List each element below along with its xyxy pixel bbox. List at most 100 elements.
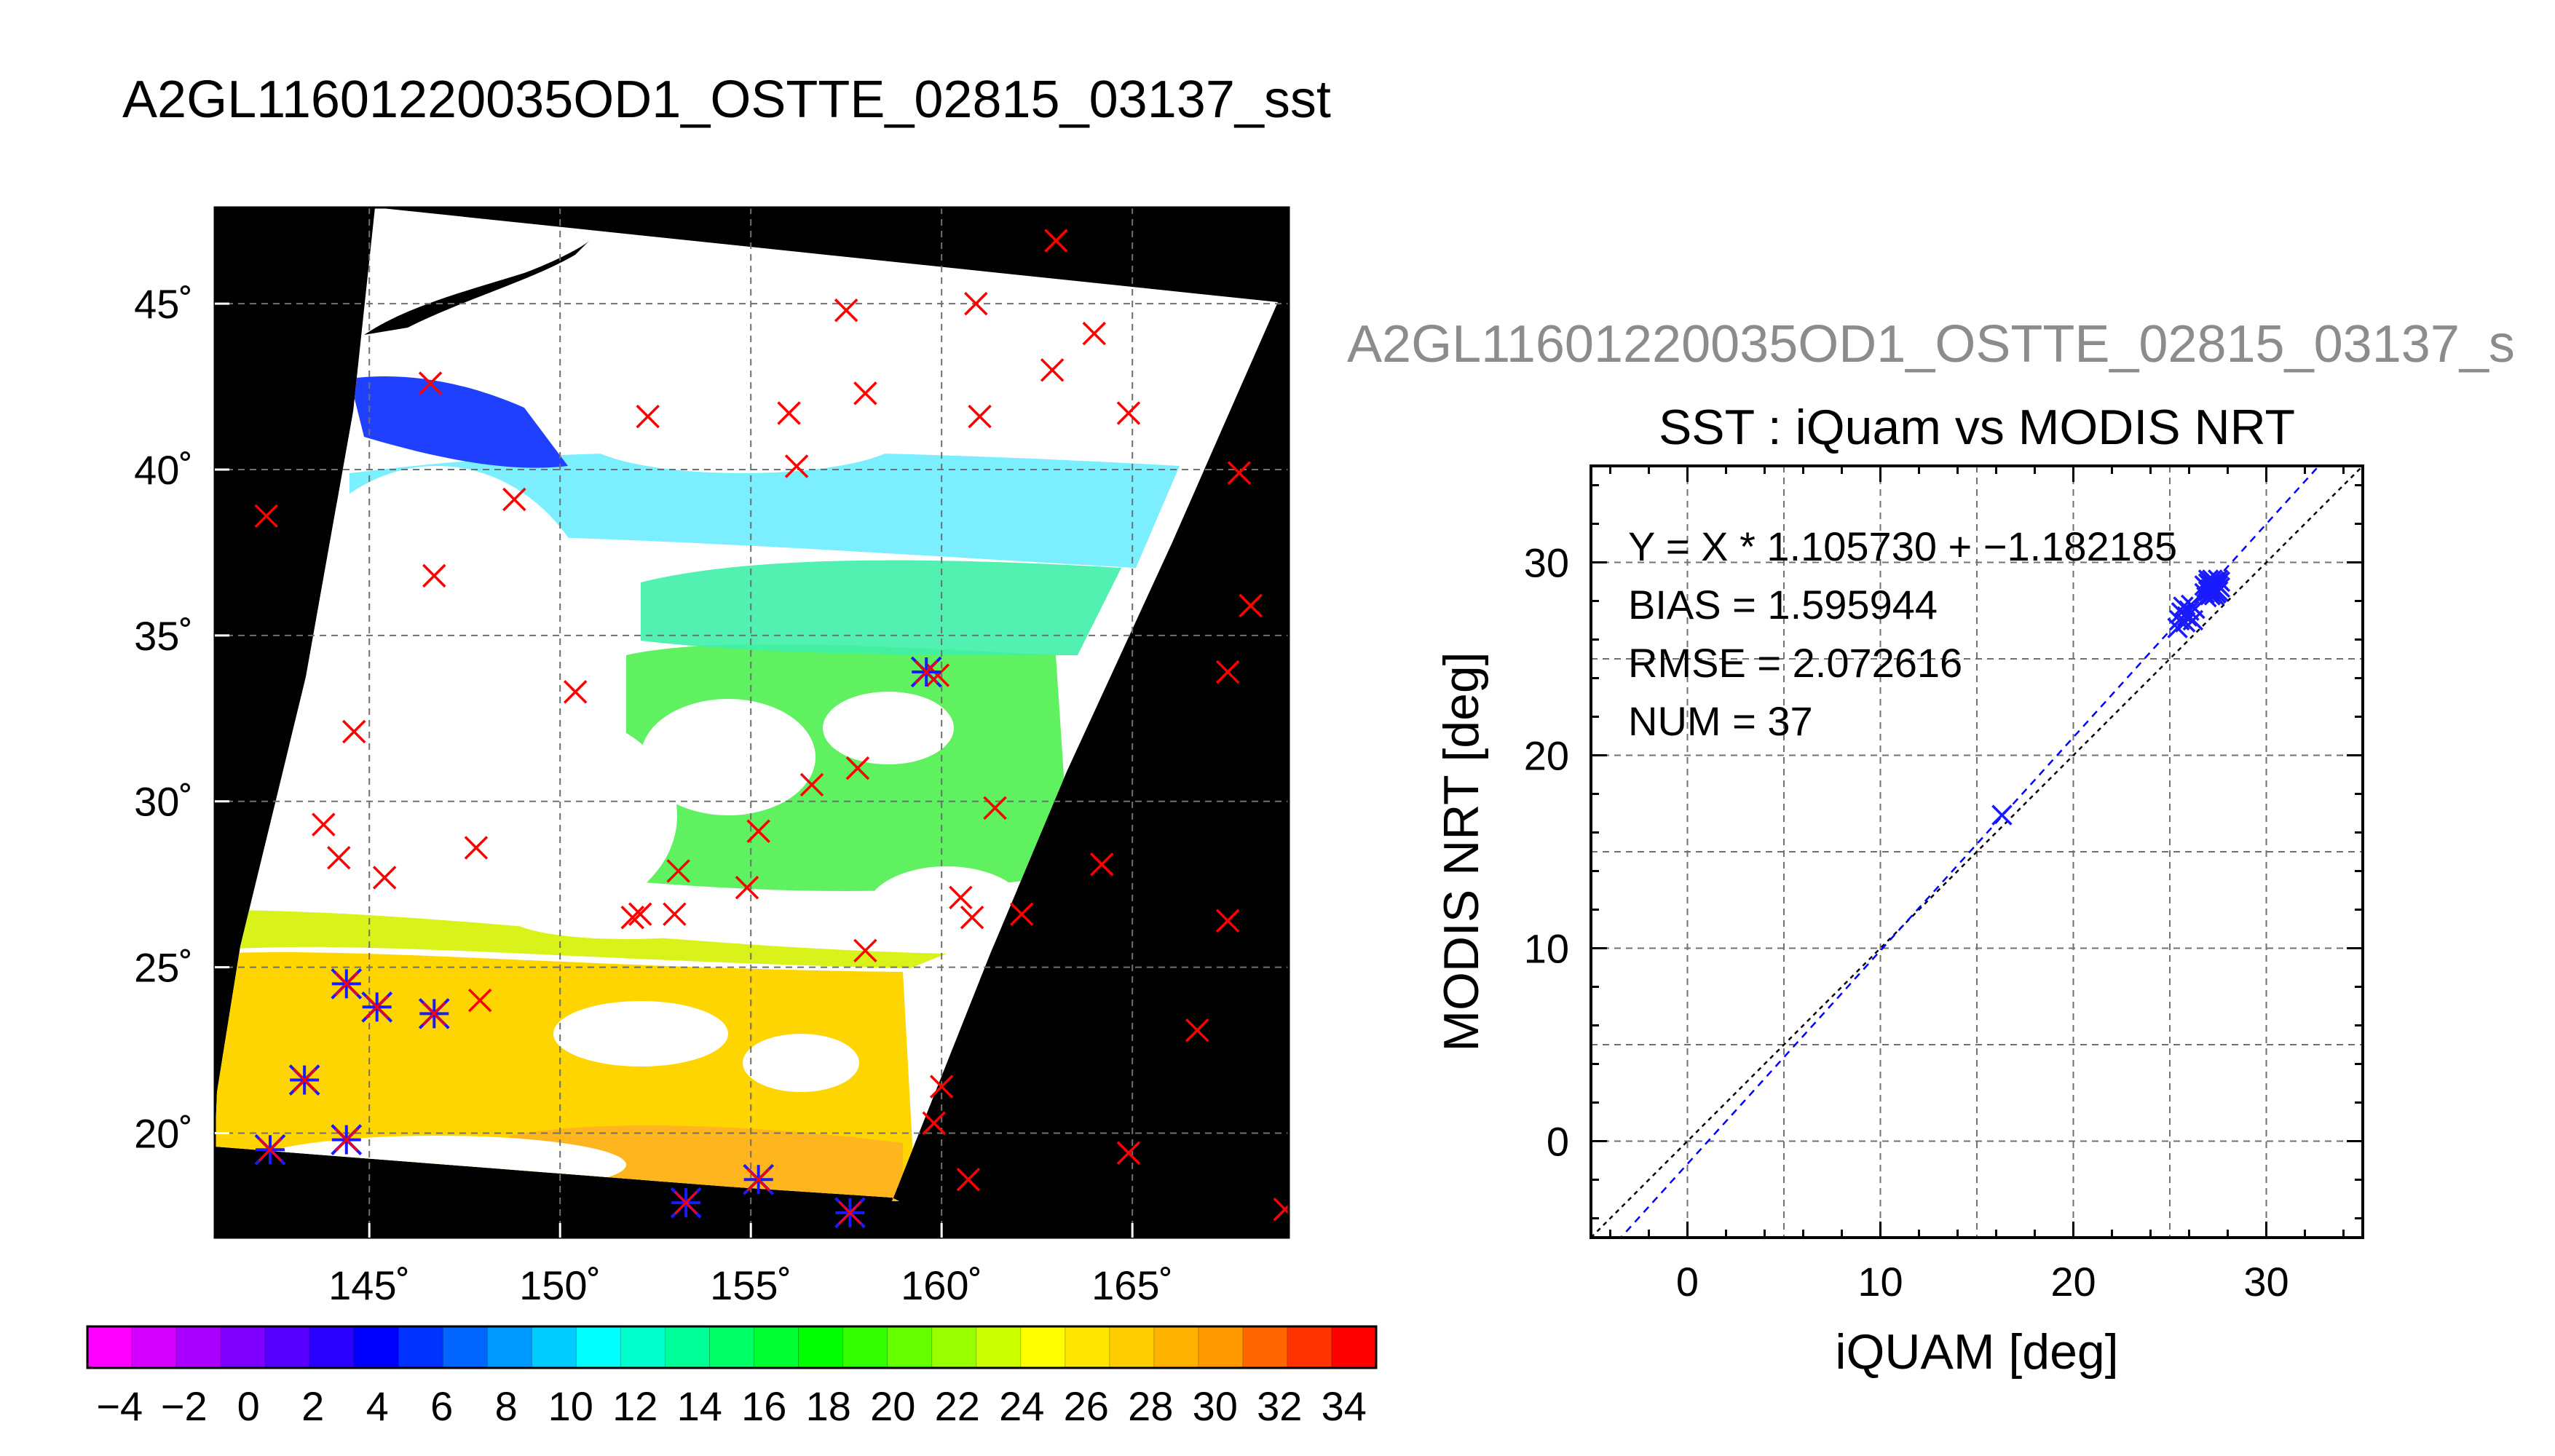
map-x-tick-label: 150˚ (519, 1262, 601, 1308)
iquam-marker (1009, 902, 1034, 926)
iquam-marker (563, 680, 588, 704)
iquam-marker (1215, 660, 1240, 684)
matchup-markers (254, 656, 942, 1229)
iquam-marker (663, 902, 687, 926)
iquam-marker (784, 454, 809, 478)
colorbar-swatch (798, 1326, 844, 1368)
colorbar-swatch (754, 1326, 799, 1368)
colorbar-tick-label: 16 (741, 1383, 786, 1429)
colorbar-tick-label: −2 (161, 1383, 208, 1429)
colorbar-tick-label: 26 (1064, 1383, 1109, 1429)
map-y-tick-label: 25˚ (134, 945, 193, 991)
iquam-marker (1215, 909, 1240, 933)
sst-region-cold-northwest (350, 376, 568, 468)
colorbar-tick-label: −4 (96, 1383, 143, 1429)
iquam-marker (853, 938, 877, 963)
map-grid (215, 207, 1289, 1238)
iquam-marker (666, 859, 690, 883)
colorbar-tick-label: 22 (935, 1383, 980, 1429)
colorbar-tick-label: 30 (1193, 1383, 1238, 1429)
iquam-markers (254, 229, 1289, 1222)
iquam-marker (1040, 358, 1065, 382)
colorbar-swatch (1109, 1326, 1155, 1368)
iquam-marker (254, 504, 278, 529)
iquam-marker (418, 371, 443, 395)
iquam-marker (628, 902, 652, 926)
map-y-tick-label: 40˚ (134, 447, 193, 493)
colorbar-swatch (487, 1326, 533, 1368)
map-x-tick-label: 155˚ (710, 1262, 791, 1308)
iquam-marker (964, 291, 988, 316)
colorbar-swatch (1020, 1326, 1066, 1368)
iquam-marker (502, 487, 526, 512)
matchup-iquam-marker (915, 660, 939, 684)
land-coast (364, 240, 590, 335)
map-axis-ticks: 145˚ 150˚ 155˚ 160˚ 165˚ 20˚ 25˚ 30˚ 35˚ 40˚ 45˚ (134, 281, 1173, 1308)
colorbar-swatch (709, 1326, 755, 1368)
iquam-marker (777, 401, 801, 425)
map-x-tick-label: 145˚ (328, 1262, 410, 1308)
iquam-marker (956, 1168, 981, 1192)
iquam-marker (834, 298, 858, 323)
iquam-marker (467, 988, 492, 1013)
colorbar-tick-label: 8 (495, 1383, 518, 1429)
map-y-tick-label: 30˚ (134, 779, 193, 825)
colorbar-swatch (309, 1326, 355, 1368)
colorbar: −4 −2 0 2 4 6 8 10 12 14 16 18 20 22 24 26 28 30 32 34 (86, 1325, 1378, 1429)
iquam-marker (929, 1075, 954, 1099)
cloud-patches (248, 400, 1027, 1194)
colorbar-swatch (842, 1326, 888, 1368)
colorbar-tick-label: 14 (677, 1383, 722, 1429)
matchup-iquam-marker (334, 1128, 358, 1152)
colorbar-swatch (976, 1326, 1022, 1368)
sst-region-subtropical (215, 910, 947, 968)
colorbar-swatch (887, 1326, 933, 1368)
iquam-marker (799, 772, 824, 797)
matchup-iquam-marker (293, 1068, 317, 1092)
iquam-marker (636, 404, 660, 429)
iquam-marker (342, 719, 366, 744)
colorbar-swatch (132, 1326, 178, 1368)
iquam-marker (746, 819, 770, 843)
colorbar-swatch (1242, 1326, 1288, 1368)
iquam-marker (922, 1111, 946, 1136)
sst-swath (215, 207, 1278, 1201)
map-y-tick-label: 45˚ (134, 281, 193, 327)
scatter-file-title: A2GL11601220035OD1_OSTTE_02815_03137_s (1347, 315, 2515, 373)
colorbar-swatch (265, 1326, 311, 1368)
colorbar-swatch (443, 1326, 489, 1368)
colorbar-tick-label: 4 (366, 1383, 389, 1429)
iquam-marker (1185, 1018, 1209, 1042)
iquam-marker (983, 796, 1007, 820)
colorbar-tick-label: 18 (806, 1383, 851, 1429)
iquam-marker (949, 885, 973, 910)
colorbar-swatch (931, 1326, 977, 1368)
iquam-marker (735, 875, 759, 900)
matchup-iquam-marker (334, 972, 358, 996)
iquam-marker (1227, 461, 1252, 485)
colorbar-tick-label: 0 (237, 1383, 260, 1429)
iquam-marker (1116, 401, 1141, 425)
iquam-marker (372, 866, 397, 890)
iquam-marker (1044, 229, 1068, 253)
iquam-marker (1273, 1198, 1289, 1222)
colorbar-swatch (1331, 1326, 1377, 1368)
matchup-iquam-marker (746, 1168, 770, 1192)
iquam-marker (1082, 321, 1107, 346)
iquam-marker (1116, 1141, 1141, 1166)
colorbar-tick-label: 24 (999, 1383, 1044, 1429)
iquam-marker (1090, 852, 1114, 877)
iquam-marker (620, 905, 644, 930)
colorbar-tick-label: 34 (1322, 1383, 1367, 1429)
sst-region-cool-north (350, 451, 1180, 568)
colorbar-tick-label: 12 (612, 1383, 657, 1429)
iquam-marker (968, 404, 992, 429)
matchup-iquam-marker (674, 1191, 698, 1215)
sst-region-mid (641, 560, 1121, 655)
iquam-marker (845, 756, 870, 780)
colorbar-swatch (398, 1326, 444, 1368)
map-x-tick-label: 160˚ (901, 1262, 982, 1308)
iquam-marker (422, 563, 446, 588)
matchup-iquam-marker (365, 995, 389, 1019)
